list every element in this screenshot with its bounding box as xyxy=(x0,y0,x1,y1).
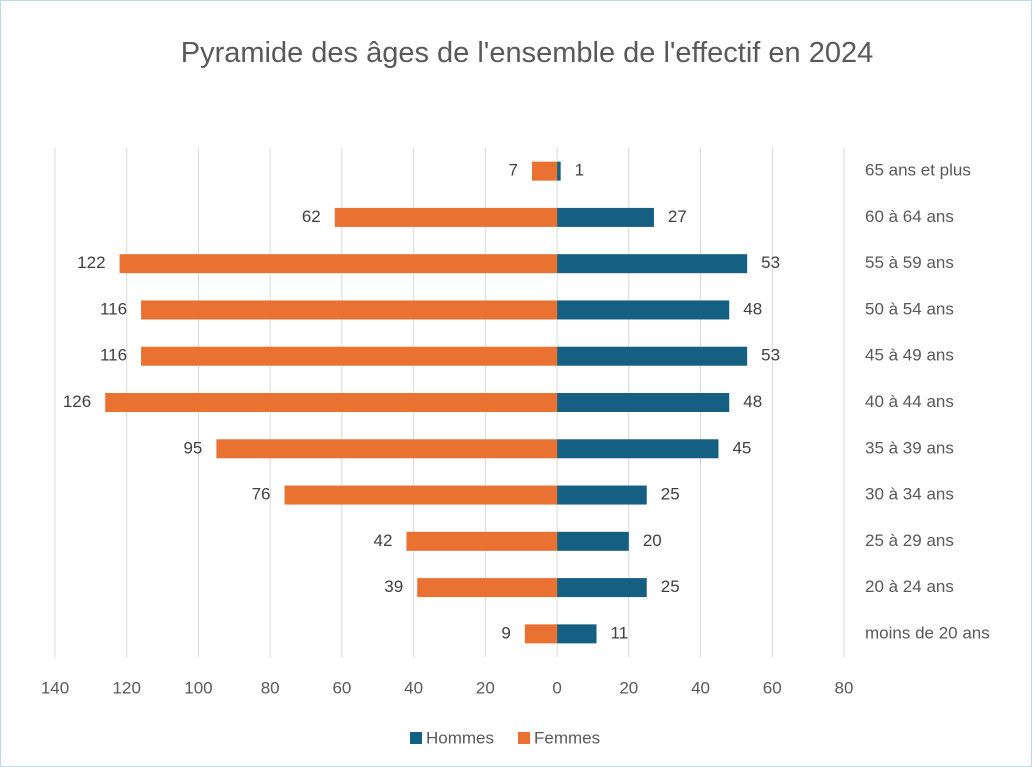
category-label: 25 à 29 ans xyxy=(865,531,954,550)
x-tick-label: 120 xyxy=(113,678,141,697)
data-label: 116 xyxy=(100,299,127,318)
data-label: 126 xyxy=(63,392,91,411)
data-label: 116 xyxy=(100,346,127,365)
category-label: 55 à 59 ans xyxy=(865,253,954,272)
bar xyxy=(406,531,558,551)
category-label: 20 à 24 ans xyxy=(865,577,954,596)
category-label: 60 à 64 ans xyxy=(865,207,954,226)
category-label: 45 à 49 ans xyxy=(865,346,954,365)
bar xyxy=(141,300,558,320)
data-label: 1 xyxy=(575,161,584,180)
x-tick-label: 80 xyxy=(835,678,854,697)
category-label: 40 à 44 ans xyxy=(865,392,954,411)
bar xyxy=(531,161,558,181)
bar xyxy=(417,578,558,598)
bar xyxy=(524,624,558,644)
data-label: 7 xyxy=(509,161,518,180)
data-label: 53 xyxy=(761,253,780,272)
bar xyxy=(557,439,719,459)
bar xyxy=(557,485,647,505)
category-label: 50 à 54 ans xyxy=(865,299,954,318)
x-tick-label: 100 xyxy=(184,678,212,697)
bar xyxy=(141,346,558,366)
category-label: 35 à 39 ans xyxy=(865,438,954,457)
x-tick-label: 140 xyxy=(41,678,69,697)
bar xyxy=(557,346,748,366)
bar xyxy=(105,393,558,412)
category-label: moins de 20 ans xyxy=(865,623,990,642)
data-label: 25 xyxy=(661,485,680,504)
x-tick-label: 60 xyxy=(763,678,782,697)
data-label: 20 xyxy=(643,531,662,550)
chart-title: Pyramide des âges de l'ensemble de l'eff… xyxy=(180,37,874,69)
bar xyxy=(557,161,561,181)
bar xyxy=(557,254,748,274)
data-label: 11 xyxy=(611,623,629,642)
data-label: 95 xyxy=(183,438,202,457)
x-tick-label: 40 xyxy=(404,678,423,697)
data-label: 48 xyxy=(743,392,762,411)
x-tick-label: 0 xyxy=(552,678,561,697)
x-tick-label: 60 xyxy=(332,678,351,697)
data-label: 122 xyxy=(77,253,105,272)
bar xyxy=(334,207,558,227)
x-tick-label: 40 xyxy=(691,678,710,697)
legend-swatch xyxy=(410,732,422,744)
bar xyxy=(119,254,558,274)
data-label: 48 xyxy=(743,299,762,318)
data-label: 42 xyxy=(374,531,393,550)
x-tick-label: 20 xyxy=(619,678,638,697)
legend-label: Hommes xyxy=(426,728,494,747)
data-label: 25 xyxy=(661,577,680,596)
bar xyxy=(557,300,730,320)
category-label: 30 à 34 ans xyxy=(865,485,954,504)
data-label: 62 xyxy=(302,207,321,226)
data-label: 45 xyxy=(732,438,751,457)
data-label: 53 xyxy=(761,346,780,365)
x-tick-label: 20 xyxy=(476,678,495,697)
data-label: 27 xyxy=(668,207,687,226)
bar xyxy=(557,624,597,644)
data-label: 9 xyxy=(501,623,510,642)
bar xyxy=(216,439,558,459)
category-label: 65 ans et plus xyxy=(865,161,971,180)
x-tick-label: 80 xyxy=(261,678,280,697)
bar xyxy=(557,531,629,551)
bar xyxy=(557,393,730,412)
bar xyxy=(284,485,558,505)
data-label: 39 xyxy=(384,577,403,596)
legend-label: Femmes xyxy=(534,728,600,747)
data-label: 76 xyxy=(252,485,271,504)
bar xyxy=(557,207,654,227)
legend-swatch xyxy=(518,732,531,744)
bar xyxy=(557,578,647,598)
